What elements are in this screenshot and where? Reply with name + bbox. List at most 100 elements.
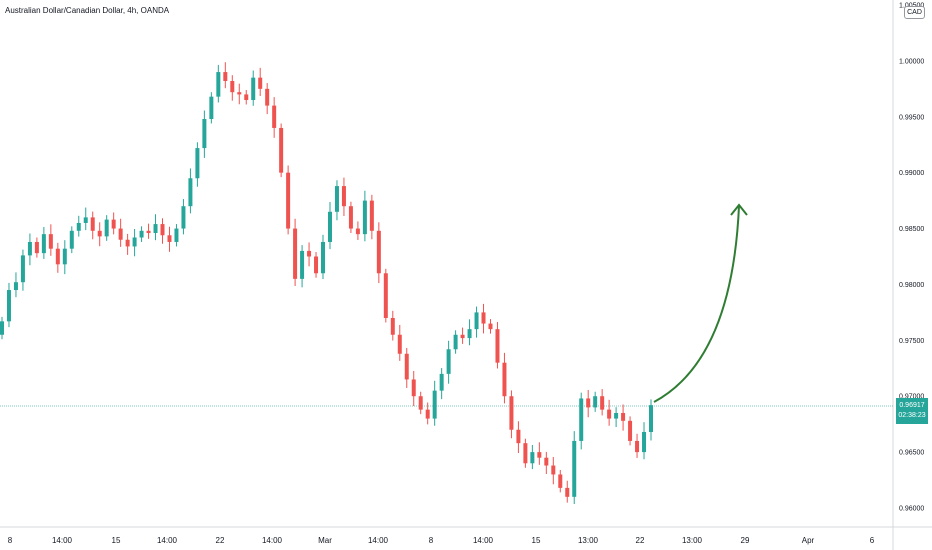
candle-down <box>460 334 465 339</box>
candle-down <box>293 228 298 279</box>
price-tick-label: 0.96500 <box>899 450 924 457</box>
candle-up <box>474 312 479 330</box>
candle-up <box>439 373 444 391</box>
candle-down <box>558 474 563 488</box>
candle-up <box>530 452 535 464</box>
currency-label[interactable]: CAD <box>904 6 925 19</box>
price-tick-label: 0.98000 <box>899 282 924 289</box>
time-tick-label: 22 <box>216 536 225 545</box>
time-tick-label: 13:00 <box>682 536 703 545</box>
candle-down <box>418 396 423 410</box>
candle-down <box>146 230 151 234</box>
candle-down <box>265 88 270 106</box>
candle-down <box>369 200 374 231</box>
candle-down <box>523 443 528 464</box>
time-tick-label: 29 <box>741 536 750 545</box>
candle-down <box>272 105 277 128</box>
time-tick-label: 6 <box>870 536 875 545</box>
candle-down <box>600 396 605 410</box>
candle-down <box>425 409 430 419</box>
candle-up <box>132 237 137 247</box>
price-tick-label: 0.96000 <box>899 506 924 513</box>
candle-up <box>188 178 193 207</box>
candle-up <box>0 321 4 335</box>
time-tick-label: 13:00 <box>578 536 599 545</box>
candle-down <box>258 77 263 89</box>
time-axis[interactable]: 8 14:00 15 14:00 22 14:00 Mar 14:00 8 14:00 15 13:0… <box>8 536 875 545</box>
candle-down <box>488 323 493 330</box>
candle-up <box>62 248 67 265</box>
candle-up <box>76 222 81 231</box>
candle-up <box>195 148 200 179</box>
time-tick-label: 15 <box>112 536 121 545</box>
candle-up <box>467 329 472 339</box>
candle-down <box>97 230 102 237</box>
bar-countdown: 02:38:23 <box>898 412 926 419</box>
price-tick-label: 0.97000 <box>899 394 924 401</box>
candle-up <box>579 398 584 441</box>
time-tick-label: 15 <box>532 536 541 545</box>
price-tick-label: 1.00000 <box>899 58 924 65</box>
candle-down <box>404 353 409 380</box>
candle-down <box>607 409 612 419</box>
candle-up <box>300 250 305 279</box>
candle-up <box>209 96 214 120</box>
candle-up <box>362 200 367 235</box>
candle-up <box>181 206 186 229</box>
candle-down <box>237 92 242 95</box>
candle-down <box>376 230 381 274</box>
candle-up <box>642 431 647 453</box>
candle-down <box>230 81 235 93</box>
candle-down <box>509 396 514 430</box>
candle-up <box>104 219 109 237</box>
candle-up <box>432 390 437 419</box>
candle-down <box>307 250 312 257</box>
candle-up <box>334 186 339 212</box>
price-axis[interactable]: 1.005001.000000.995000.990000.985000.980… <box>899 3 924 513</box>
arrow-head-icon <box>730 203 748 216</box>
candle-up <box>649 405 653 432</box>
candle-down <box>348 206 353 229</box>
candle-up <box>13 282 18 291</box>
candle-up <box>69 230 74 249</box>
time-tick-label: 14:00 <box>368 536 389 545</box>
price-tick-label: 0.99000 <box>899 170 924 177</box>
time-tick-label: 14:00 <box>262 536 283 545</box>
candle-down <box>390 317 395 335</box>
candle-down <box>286 172 291 229</box>
candle-up <box>27 241 32 256</box>
candle-up <box>20 255 25 283</box>
candle-down <box>544 457 549 466</box>
candle-up <box>614 412 619 419</box>
candles-group <box>0 62 653 504</box>
candle-down <box>355 228 360 235</box>
candle-down <box>397 334 402 354</box>
candle-up <box>6 290 11 322</box>
candle-down <box>565 487 570 497</box>
candle-up <box>321 241 326 274</box>
candle-down <box>586 398 591 408</box>
candle-up <box>251 77 256 101</box>
candle-up <box>327 211 332 242</box>
candle-down <box>167 235 172 242</box>
candle-down <box>411 379 416 397</box>
projection-arrow <box>653 205 740 403</box>
time-tick-label: 22 <box>636 536 645 545</box>
candle-down <box>160 224 165 236</box>
candle-down <box>55 248 60 265</box>
candle-down <box>516 429 521 444</box>
candle-down <box>537 452 542 458</box>
candle-down <box>111 219 116 229</box>
candle-up <box>446 349 451 374</box>
price-tick-label: 0.99500 <box>899 114 924 121</box>
candle-up <box>174 228 179 242</box>
candle-down <box>125 239 130 247</box>
time-tick-label: 14:00 <box>473 536 494 545</box>
candle-down <box>118 228 123 240</box>
candle-down <box>48 234 53 249</box>
candle-down <box>314 256 319 274</box>
candle-up <box>453 334 458 350</box>
candle-down <box>628 420 633 441</box>
price-tick-label: 0.98500 <box>899 226 924 233</box>
